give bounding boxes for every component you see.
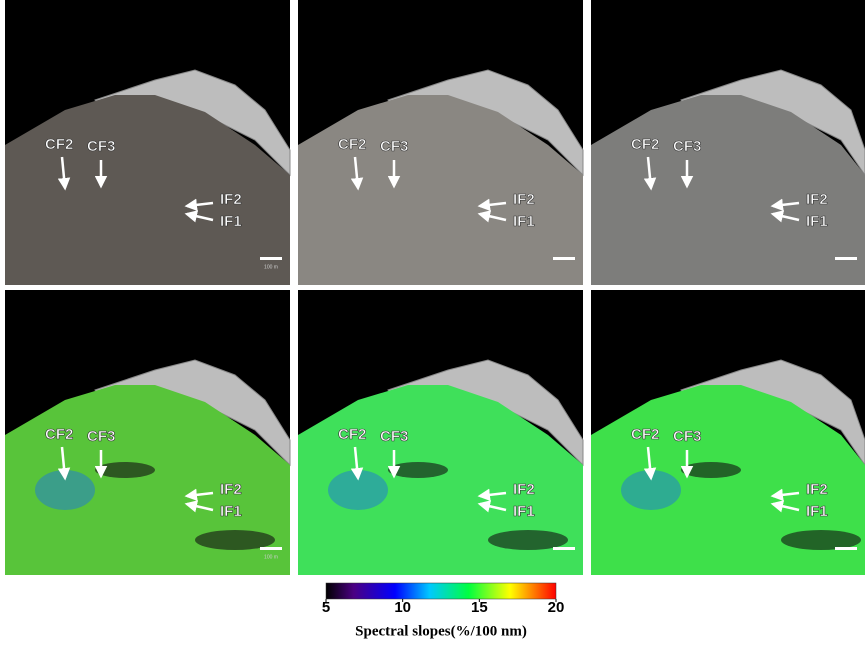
- arrow: [477, 488, 507, 502]
- blue-patch: [328, 470, 388, 510]
- feature-label: CF2: [338, 426, 366, 443]
- panel: CF2 CF3 IF2 IF1 100 m: [5, 290, 291, 575]
- arrow: [184, 198, 214, 212]
- colorbar-tick-label: 5: [322, 599, 330, 616]
- colorbar: [325, 582, 557, 600]
- terrain: [591, 385, 865, 575]
- feature-label: IF2: [806, 481, 828, 498]
- feature-label: CF3: [87, 138, 115, 155]
- scale-bar: [260, 547, 282, 550]
- feature-label: IF1: [220, 503, 242, 520]
- feature-label: IF2: [220, 481, 242, 498]
- arrow: [184, 210, 214, 223]
- panel: CF2 CF3 IF2 IF1: [298, 290, 584, 575]
- scale-bar: [553, 547, 575, 550]
- arrow: [184, 500, 214, 513]
- colorbar-tick-label: 15: [471, 599, 488, 616]
- feature-label: CF2: [338, 136, 366, 153]
- arrow: [770, 488, 800, 502]
- feature-label: IF1: [220, 213, 242, 230]
- dark-patch: [781, 530, 861, 550]
- terrain: [298, 385, 583, 575]
- scale-bar: [835, 257, 857, 260]
- arrow: [350, 156, 364, 191]
- arrow: [350, 446, 364, 481]
- feature-label: IF1: [513, 213, 535, 230]
- feature-label: IF1: [513, 503, 535, 520]
- feature-label: IF2: [513, 191, 535, 208]
- feature-label: IF1: [806, 213, 828, 230]
- feature-label: CF3: [87, 428, 115, 445]
- colorbar-tick-label: 10: [394, 599, 411, 616]
- arrow: [477, 210, 507, 223]
- arrow: [643, 156, 657, 191]
- arrow: [770, 500, 800, 513]
- scale-label: 100 m: [264, 554, 278, 560]
- feature-label: CF3: [380, 428, 408, 445]
- feature-label: IF2: [806, 191, 828, 208]
- dark-patch: [388, 462, 448, 478]
- scale-bar: [553, 257, 575, 260]
- feature-label: IF1: [806, 503, 828, 520]
- feature-label: IF2: [220, 191, 242, 208]
- arrow: [477, 500, 507, 513]
- arrow: [184, 488, 214, 502]
- dark-patch: [195, 530, 275, 550]
- arrow: [770, 210, 800, 223]
- dark-patch: [95, 462, 155, 478]
- feature-label: CF2: [45, 426, 73, 443]
- feature-label: CF3: [673, 428, 701, 445]
- arrow: [770, 198, 800, 212]
- dark-patch: [681, 462, 741, 478]
- arrow: [57, 156, 71, 191]
- feature-label: CF3: [673, 138, 701, 155]
- terrain: [298, 95, 583, 285]
- scale-label: 100 m: [264, 264, 278, 270]
- arrow: [57, 446, 71, 481]
- blue-patch: [35, 470, 95, 510]
- arrow: [477, 198, 507, 212]
- feature-label: CF2: [45, 136, 73, 153]
- feature-label: CF3: [380, 138, 408, 155]
- feature-label: IF2: [513, 481, 535, 498]
- blue-patch: [621, 470, 681, 510]
- dark-patch: [488, 530, 568, 550]
- terrain: [5, 95, 290, 285]
- terrain: [591, 95, 865, 285]
- panel: CF2 CF3 IF2 IF1: [591, 290, 865, 575]
- terrain: [5, 385, 290, 575]
- panel: CF2 CF3 IF2 IF1: [591, 0, 865, 285]
- panel: CF2 CF3 IF2 IF1 100 m: [5, 0, 291, 285]
- feature-label: CF2: [631, 136, 659, 153]
- colorbar-label: Spectral slopes(%/100 nm): [355, 623, 527, 639]
- panel: CF2 CF3 IF2 IF1: [298, 0, 584, 285]
- colorbar-tick-label: 20: [548, 599, 565, 616]
- arrow: [643, 446, 657, 481]
- feature-label: CF2: [631, 426, 659, 443]
- scale-bar: [835, 547, 857, 550]
- scale-bar: [260, 257, 282, 260]
